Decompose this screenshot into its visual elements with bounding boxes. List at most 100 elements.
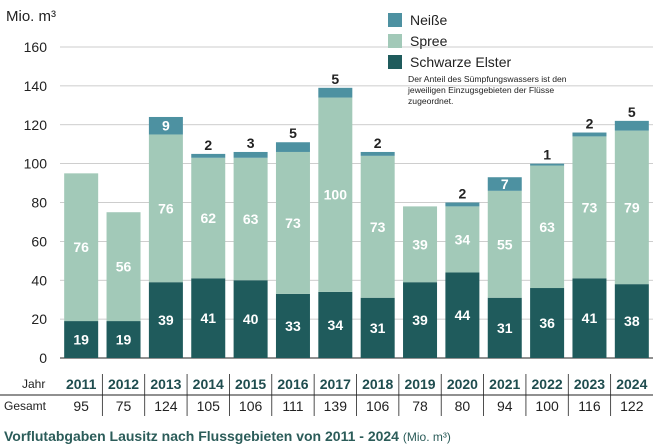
bar-label-neisse-2023: 2 bbox=[586, 116, 594, 132]
bar-label-neisse-2017: 5 bbox=[331, 71, 339, 87]
bar-spree-2023 bbox=[572, 136, 607, 279]
x-tick-label-2021: 2021 bbox=[489, 376, 520, 392]
bar-label-schwarze-elster-2013: 39 bbox=[158, 312, 174, 328]
bar-schwarze-elster-2020 bbox=[445, 272, 480, 358]
total-label-2023: 116 bbox=[578, 398, 601, 414]
bar-label-schwarze-elster-2014: 41 bbox=[200, 310, 216, 326]
total-label-2018: 106 bbox=[366, 398, 390, 414]
x-tick-label-2016: 2016 bbox=[277, 376, 308, 392]
bar-neisse-2023 bbox=[572, 132, 607, 137]
bar-spree-2020 bbox=[445, 206, 480, 273]
bar-label-schwarze-elster-2018: 31 bbox=[370, 320, 386, 336]
x-tick-label-2020: 2020 bbox=[447, 376, 478, 392]
bar-spree-2018 bbox=[360, 155, 395, 298]
bar-schwarze-elster-2024 bbox=[614, 284, 649, 358]
bar-neisse-2017 bbox=[318, 87, 353, 98]
bar-spree-2024 bbox=[614, 130, 649, 285]
total-label-2014: 105 bbox=[197, 398, 221, 414]
bar-neisse-2021 bbox=[487, 177, 522, 191]
bar-label-schwarze-elster-2024: 38 bbox=[624, 313, 640, 329]
bar-label-spree-2022: 63 bbox=[539, 219, 555, 235]
bar-schwarze-elster-2011 bbox=[64, 321, 99, 358]
chart-title-unit: (Mio. m³) bbox=[402, 430, 451, 444]
bar-spree-2012 bbox=[106, 212, 141, 322]
legend-item-neisse: Neiße bbox=[388, 9, 511, 30]
total-label-2019: 78 bbox=[412, 398, 428, 414]
bar-spree-2015 bbox=[233, 157, 268, 281]
total-label-2015: 106 bbox=[239, 398, 263, 414]
bar-label-spree-2013: 76 bbox=[158, 200, 174, 216]
bar-label-neisse-2018: 2 bbox=[374, 135, 382, 151]
bar-label-spree-2012: 56 bbox=[116, 259, 132, 275]
y-tick-label-20: 20 bbox=[31, 311, 47, 327]
bar-schwarze-elster-2022 bbox=[530, 288, 565, 358]
bar-neisse-2018 bbox=[360, 151, 395, 156]
bar-schwarze-elster-2012 bbox=[106, 321, 141, 358]
x-tick-label-2015: 2015 bbox=[235, 376, 266, 392]
year-total-table: Jahr Gesamt 2011 95 2012 75 2013 124 2014 105 20… bbox=[0, 374, 653, 416]
bar-neisse-2015 bbox=[233, 151, 268, 158]
bar-label-neisse-2020: 2 bbox=[458, 186, 466, 202]
bar-label-schwarze-elster-2023: 41 bbox=[582, 310, 598, 326]
bar-spree-2013 bbox=[148, 134, 183, 283]
bar-label-schwarze-elster-2017: 34 bbox=[328, 317, 344, 333]
bar-label-neisse-2015: 3 bbox=[247, 135, 255, 151]
x-tick-label-2014: 2014 bbox=[193, 376, 224, 392]
bar-label-schwarze-elster-2020: 44 bbox=[455, 307, 471, 323]
row-label-total: Gesamt bbox=[4, 399, 47, 413]
total-label-2017: 139 bbox=[324, 398, 348, 414]
x-tick-label-2019: 2019 bbox=[404, 376, 435, 392]
y-tick-label-80: 80 bbox=[31, 195, 47, 211]
x-tick-label-2018: 2018 bbox=[362, 376, 393, 392]
bars: 1976195639769416224063333735341005317323… bbox=[64, 71, 649, 358]
bar-spree-2017 bbox=[318, 97, 353, 292]
bar-spree-2021 bbox=[487, 190, 522, 298]
y-tick-label-140: 140 bbox=[24, 78, 48, 94]
bar-schwarze-elster-2013 bbox=[148, 282, 183, 358]
bar-spree-2011 bbox=[64, 173, 99, 322]
bar-spree-2016 bbox=[275, 151, 310, 294]
x-tick-label-2017: 2017 bbox=[320, 376, 351, 392]
bar-label-spree-2015: 63 bbox=[243, 211, 259, 227]
legend-label-schwarze-elster: Schwarze Elster bbox=[410, 53, 512, 70]
bar-label-schwarze-elster-2012: 19 bbox=[116, 332, 132, 348]
bar-neisse-2013 bbox=[148, 116, 183, 135]
bar-label-schwarze-elster-2016: 33 bbox=[285, 318, 301, 334]
y-axis-unit-label: Mio. m³ bbox=[6, 8, 56, 25]
bar-schwarze-elster-2019 bbox=[403, 282, 438, 358]
legend: Neiße Spree Schwarze Elster bbox=[388, 9, 511, 72]
legend-label-neisse: Neiße bbox=[410, 11, 448, 28]
bar-label-schwarze-elster-2021: 31 bbox=[497, 320, 513, 336]
bar-label-spree-2019: 39 bbox=[412, 236, 428, 252]
bar-label-schwarze-elster-2019: 39 bbox=[412, 312, 428, 328]
bar-neisse-2014 bbox=[191, 153, 226, 158]
y-tick-label-0: 0 bbox=[39, 350, 47, 366]
total-label-2024: 122 bbox=[620, 398, 644, 414]
y-tick-label-100: 100 bbox=[24, 156, 48, 172]
bar-neisse-2022 bbox=[530, 163, 565, 166]
legend-label-spree: Spree bbox=[410, 32, 448, 49]
bar-label-schwarze-elster-2015: 40 bbox=[243, 311, 259, 327]
row-label-year: Jahr bbox=[22, 377, 45, 391]
bar-label-neisse-2024: 5 bbox=[628, 104, 636, 120]
total-label-2021: 94 bbox=[497, 398, 513, 414]
bar-label-spree-2020: 34 bbox=[455, 231, 471, 247]
legend-item-spree: Spree bbox=[388, 30, 511, 51]
x-tick-label-2013: 2013 bbox=[150, 376, 181, 392]
bar-label-neisse-2013: 9 bbox=[162, 118, 170, 134]
bar-schwarze-elster-2021 bbox=[487, 297, 522, 358]
x-tick-label-2022: 2022 bbox=[532, 376, 563, 392]
chart-title-text: Vorflutabgaben Lausitz nach Flussgebiete… bbox=[4, 428, 399, 444]
legend-item-schwarze-elster: Schwarze Elster bbox=[388, 51, 511, 72]
legend-swatch-schwarze-elster bbox=[388, 54, 402, 69]
bar-spree-2014 bbox=[191, 157, 226, 279]
bar-label-spree-2018: 73 bbox=[370, 219, 386, 235]
total-label-2016: 111 bbox=[282, 398, 303, 414]
bar-label-spree-2021: 55 bbox=[497, 236, 513, 252]
bar-schwarze-elster-2023 bbox=[572, 278, 607, 358]
chart-title: Vorflutabgaben Lausitz nach Flussgebiete… bbox=[4, 428, 451, 444]
y-tick-label-40: 40 bbox=[31, 272, 47, 288]
x-tick-label-2024: 2024 bbox=[616, 376, 647, 392]
total-label-2022: 100 bbox=[535, 398, 559, 414]
